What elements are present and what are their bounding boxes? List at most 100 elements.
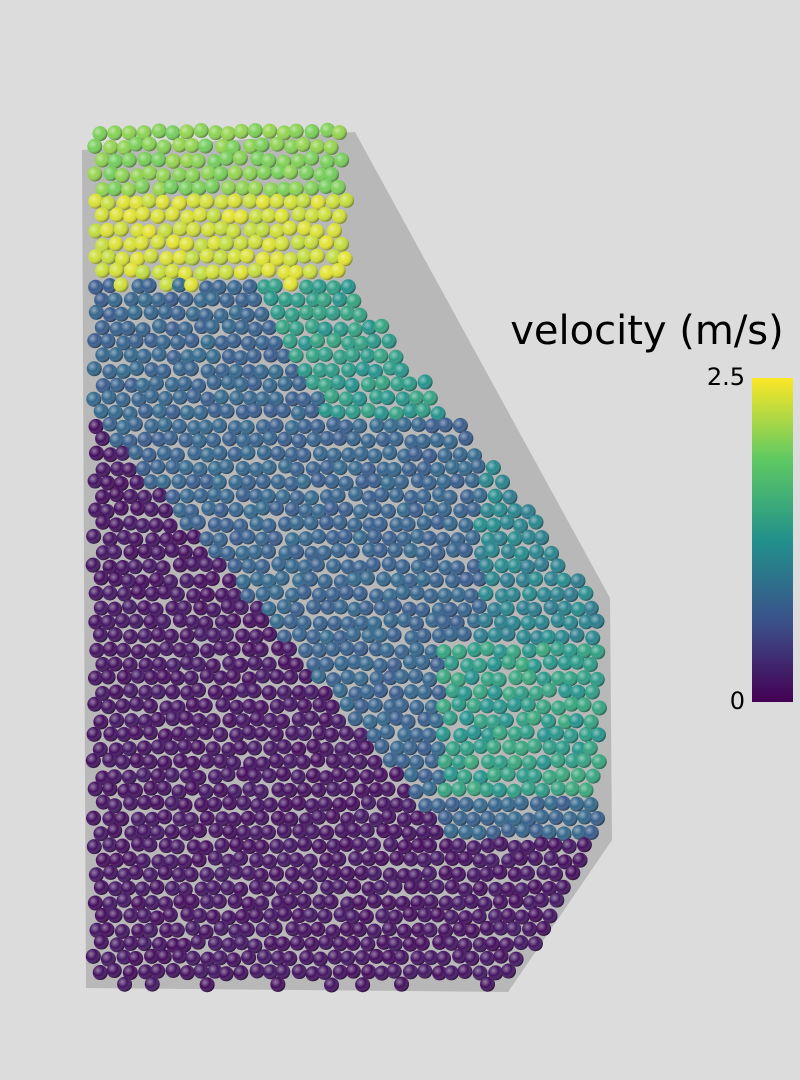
particle-shade [92, 742, 108, 758]
particle-shade [500, 797, 516, 813]
particle-shade [319, 154, 335, 170]
particle-shade [260, 824, 276, 840]
particle-shade [396, 417, 412, 433]
particle-shade [86, 391, 102, 407]
particle-shade [199, 531, 215, 547]
particle-shade [313, 362, 329, 378]
particle-shade [542, 908, 558, 924]
particle-shade [297, 559, 313, 575]
particle-shade [536, 587, 552, 603]
particle-shade [106, 963, 122, 979]
particle-shade [219, 264, 235, 280]
particle-shade [473, 770, 489, 786]
particle-shade [144, 362, 160, 378]
particle-shade [86, 839, 102, 855]
particle-shade [318, 656, 334, 672]
particle-shade [381, 949, 397, 965]
particle-shade [374, 738, 390, 754]
particle-shade [207, 235, 223, 251]
particle-shade [184, 780, 200, 796]
particle-shade [416, 740, 432, 756]
particle-shade [114, 838, 130, 854]
particle-shade [352, 418, 368, 434]
particle-shade [200, 894, 216, 910]
particle-shade [275, 936, 291, 952]
particle-shade [332, 936, 348, 952]
particle-shade [410, 895, 426, 911]
particle-shade [569, 627, 585, 643]
particle-shade [528, 514, 544, 530]
particle-shade [136, 824, 152, 840]
particle-shade [186, 588, 202, 604]
particle-shade [327, 615, 343, 631]
particle-shade [199, 248, 215, 264]
particle-shade [116, 363, 132, 379]
particle-shade [235, 628, 251, 644]
particle-shade [374, 965, 390, 981]
particle-shade [145, 643, 161, 659]
particle-shade [410, 528, 426, 544]
particle-shade [261, 518, 277, 534]
particle-shade [500, 963, 516, 979]
particle-shade [240, 475, 256, 491]
particle-shade [235, 682, 251, 698]
particle-shade [108, 487, 124, 503]
particle-shade [95, 182, 111, 198]
particle-shade [255, 586, 271, 602]
particle-shade [283, 669, 299, 685]
particle-shade [290, 292, 306, 308]
particle-shade [151, 936, 167, 952]
particle-shade [423, 950, 439, 966]
particle-shade [422, 811, 438, 827]
particle-shade [190, 514, 206, 530]
particle-shade [583, 797, 599, 813]
particle-shade [180, 209, 196, 225]
particle-shade [107, 881, 123, 897]
particle-shade [87, 670, 103, 686]
particle-shade [295, 754, 311, 770]
particle-shade [544, 795, 560, 811]
particle-shade [124, 713, 140, 729]
particle-shade [334, 741, 350, 757]
particle-shade [227, 446, 243, 462]
particle-shade [218, 627, 234, 643]
particle-shade [422, 922, 438, 938]
particle-shade [163, 179, 179, 195]
particle-shade [283, 164, 299, 180]
particle-shade [159, 251, 175, 267]
particle-shade [362, 542, 378, 558]
particle-shade [520, 697, 536, 713]
particle-shade [234, 264, 250, 280]
particle-shade [289, 602, 305, 618]
particle-shade [578, 614, 594, 630]
particle-shade [288, 657, 304, 673]
particle-shade [296, 893, 312, 909]
particle-shade [123, 488, 139, 504]
particle-shade [257, 164, 273, 180]
particle-shade [192, 908, 208, 924]
particle-shade [134, 178, 150, 194]
particle-shade [372, 627, 388, 643]
particle-shade [269, 500, 285, 516]
particle-shade [254, 306, 270, 322]
particle-shade [107, 404, 123, 420]
particle-shade [199, 753, 215, 769]
particle-shade [208, 543, 224, 559]
particle-shade [123, 544, 139, 560]
particle-shade [306, 292, 322, 308]
particle-shade [255, 756, 271, 772]
particle-shade [165, 125, 181, 141]
particle-shade [297, 418, 313, 434]
particle-shade [242, 698, 258, 714]
particle-shade [298, 812, 314, 828]
particle-shade [268, 866, 284, 882]
particle-shade [278, 292, 294, 308]
particle-shade [317, 321, 333, 337]
particle-shade [466, 781, 482, 797]
particle-shade [172, 557, 188, 573]
particle-shade [291, 741, 307, 757]
particle-shade [135, 518, 151, 534]
particle-shade [100, 475, 116, 491]
particle-shade [481, 727, 497, 743]
particle-shade [263, 908, 279, 924]
